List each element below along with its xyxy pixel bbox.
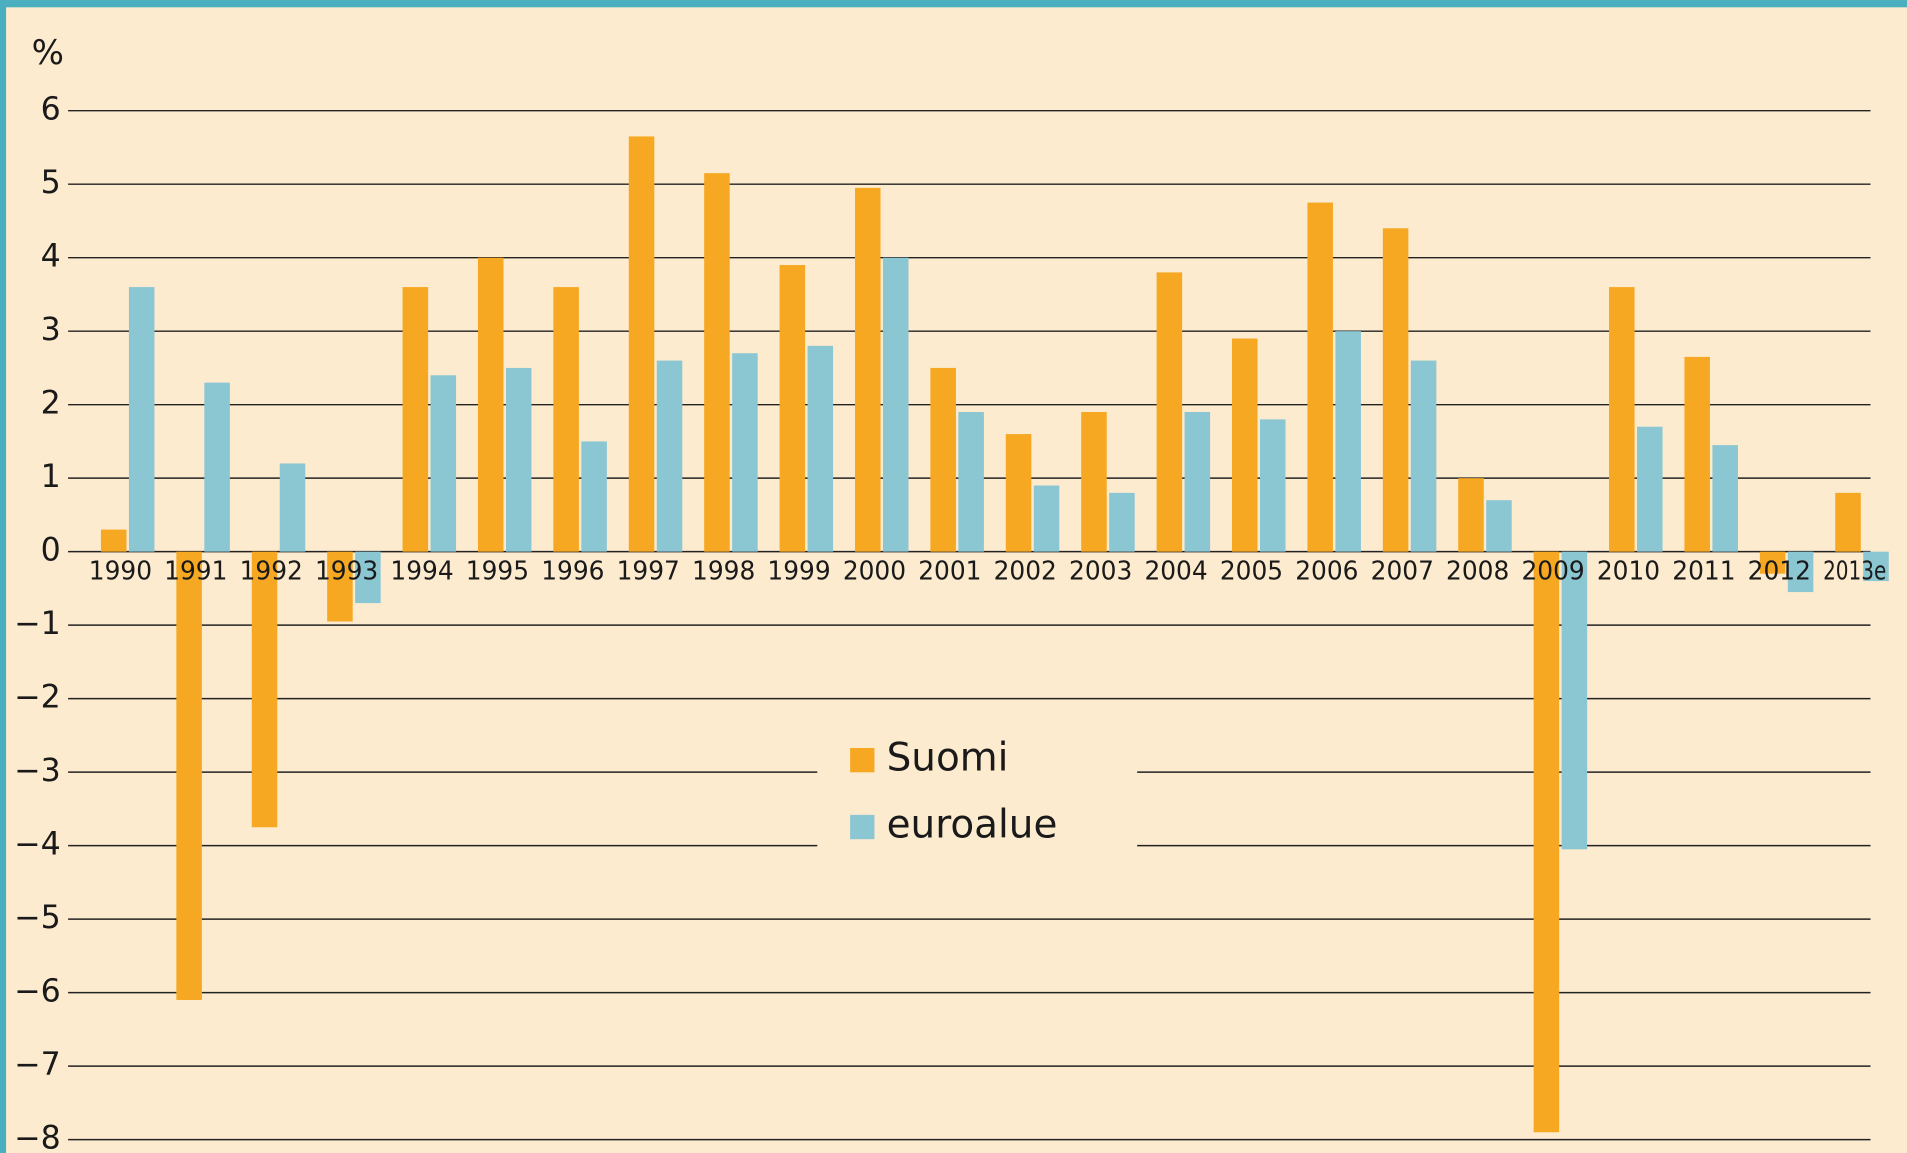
y-tick-label: −4 [14, 827, 61, 863]
bar [355, 551, 381, 604]
bar [704, 173, 730, 552]
bar [553, 287, 579, 552]
x-tick-label: 1997 [617, 556, 680, 586]
bar [1787, 551, 1814, 593]
legend-label: euroalue [887, 803, 1058, 848]
bar [1033, 485, 1060, 552]
bar [930, 367, 956, 552]
bar [477, 257, 504, 552]
bar [251, 551, 278, 828]
y-tick-label: −6 [14, 974, 61, 1010]
x-tick-label: 1993 [315, 556, 378, 586]
x-tick-label: 2001 [918, 556, 981, 586]
x-tick-label: 2003 [1069, 556, 1132, 586]
bar [1863, 551, 1889, 582]
bar [779, 265, 806, 552]
y-tick-label: −7 [14, 1047, 61, 1083]
y-tick-label: 3 [41, 312, 61, 348]
y-tick-label: 1 [41, 459, 61, 495]
bar [1637, 426, 1663, 552]
bar [1109, 492, 1135, 552]
y-tick-label: −5 [14, 900, 61, 936]
bar [1335, 331, 1361, 552]
bar [327, 551, 353, 622]
x-tick-label: 2005 [1220, 556, 1283, 586]
x-tick-label: 1992 [240, 556, 303, 586]
bar [204, 382, 230, 552]
bar [1684, 356, 1710, 552]
y-tick-label: 6 [41, 92, 61, 128]
x-tick-label: 2002 [994, 556, 1057, 586]
bar [1081, 412, 1107, 552]
bar [402, 287, 429, 552]
bar [1410, 360, 1437, 552]
y-tick-label: 0 [41, 533, 61, 569]
left-border [0, 0, 7, 1153]
x-tick-label: 2009 [1521, 556, 1584, 586]
bar [1712, 445, 1738, 552]
bar [1561, 551, 1588, 850]
bar [1184, 412, 1211, 552]
x-tick-label: 2013e [1823, 556, 1886, 586]
bar [1458, 478, 1484, 552]
bar [1005, 434, 1032, 552]
x-tick-label: 2012 [1748, 556, 1811, 586]
bar [176, 551, 202, 1000]
bar [1156, 272, 1183, 552]
x-tick-label: 2008 [1446, 556, 1509, 586]
bar [128, 287, 155, 552]
x-tick-label: 1998 [692, 556, 755, 586]
legend-swatch [850, 747, 875, 773]
y-tick-label: −3 [14, 753, 61, 789]
bar [1486, 500, 1512, 552]
bar [1232, 338, 1258, 552]
bar [581, 441, 607, 552]
x-tick-label: 1994 [390, 556, 453, 586]
legend-swatch [850, 814, 875, 840]
bar [505, 367, 532, 552]
x-tick-label: 1995 [466, 556, 529, 586]
bar [430, 375, 457, 552]
bar [1382, 228, 1409, 552]
top-border [0, 0, 1907, 8]
x-tick-label: 1999 [767, 556, 830, 586]
bar [279, 463, 306, 552]
y-tick-label: −8 [14, 1121, 61, 1153]
x-tick-label: 2010 [1597, 556, 1660, 586]
x-tick-label: 2006 [1295, 556, 1358, 586]
bar [1609, 287, 1635, 552]
bar [1835, 492, 1861, 552]
y-axis-label: % [32, 33, 64, 73]
x-tick-label: 2004 [1144, 556, 1207, 586]
x-tick-label: 1996 [541, 556, 604, 586]
bar [958, 412, 984, 552]
bar [100, 529, 127, 552]
bar [732, 353, 758, 552]
x-tick-label: 2011 [1672, 556, 1735, 586]
y-tick-label: 5 [41, 165, 61, 201]
x-tick-label: 1990 [89, 556, 152, 586]
y-tick-label: 4 [41, 239, 61, 275]
y-tick-label: −2 [14, 680, 61, 716]
bar [882, 257, 909, 552]
y-tick-label: 2 [41, 386, 61, 422]
x-tick-label: 2000 [843, 556, 906, 586]
x-tick-label: 1991 [164, 556, 227, 586]
x-tick-label: 2007 [1371, 556, 1434, 586]
bar [628, 136, 655, 552]
bar [1533, 551, 1560, 1133]
bar [1307, 202, 1333, 552]
bar [656, 360, 683, 552]
bar [1259, 419, 1286, 552]
bar [1759, 551, 1786, 574]
bar [854, 187, 881, 552]
y-tick-label: −1 [14, 606, 61, 642]
legend-label: Suomi [887, 736, 1009, 781]
bar [807, 345, 834, 552]
